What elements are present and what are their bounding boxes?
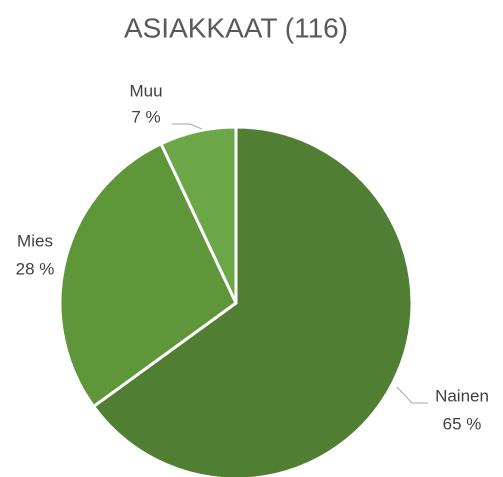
value-label: 28 % bbox=[16, 259, 55, 278]
value-label: 7 % bbox=[131, 107, 160, 126]
leader-line bbox=[396, 386, 428, 404]
category-label: Mies bbox=[17, 231, 53, 250]
category-label: Nainen bbox=[435, 386, 489, 405]
pie-slice bbox=[92, 125, 414, 477]
value-label: 65 % bbox=[443, 414, 482, 433]
pie-slice bbox=[58, 142, 238, 408]
pie-slice bbox=[159, 125, 238, 305]
leader-line bbox=[172, 123, 203, 130]
category-label: Muu bbox=[129, 81, 162, 100]
chart-title: ASIAKKAAT (116) bbox=[124, 12, 348, 43]
